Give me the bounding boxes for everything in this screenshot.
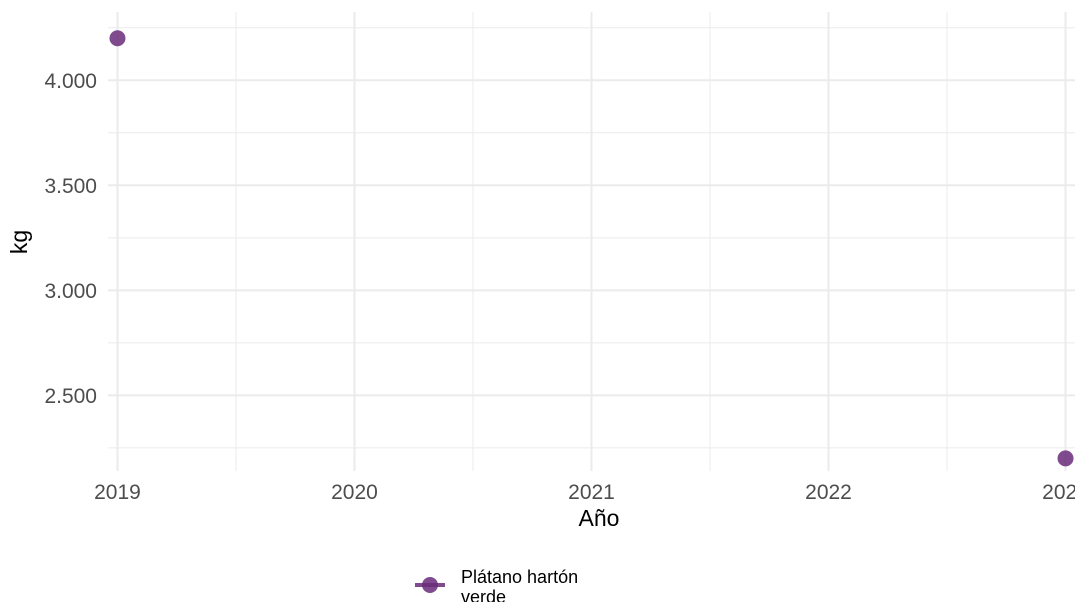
y-tick-label: 3.000 [44,280,97,303]
y-tick-label: 2.500 [44,385,97,408]
grid-major [108,12,1075,471]
x-tick-label: 2023 [1042,481,1075,504]
x-tick-label: 2019 [94,481,141,504]
x-axis-ticks: 2019 2020 2021 2022 2023 [94,481,1075,504]
data-point [1057,450,1074,467]
x-tick-label: 2022 [805,481,852,504]
x-axis-title: Año [579,505,620,531]
data-point [109,30,126,47]
y-axis-title: kg [6,230,32,254]
legend: Plátano hartón verde [415,567,583,602]
legend-key-point [422,577,438,593]
y-tick-label: 4.000 [44,70,97,93]
data-points [109,30,1074,467]
x-tick-label: 2021 [568,481,615,504]
legend-label: Plátano hartón verde [461,567,583,602]
x-tick-label: 2020 [331,481,378,504]
y-axis-ticks: 2.500 3.000 3.500 4.000 [44,70,97,408]
y-tick-label: 3.500 [44,175,97,198]
